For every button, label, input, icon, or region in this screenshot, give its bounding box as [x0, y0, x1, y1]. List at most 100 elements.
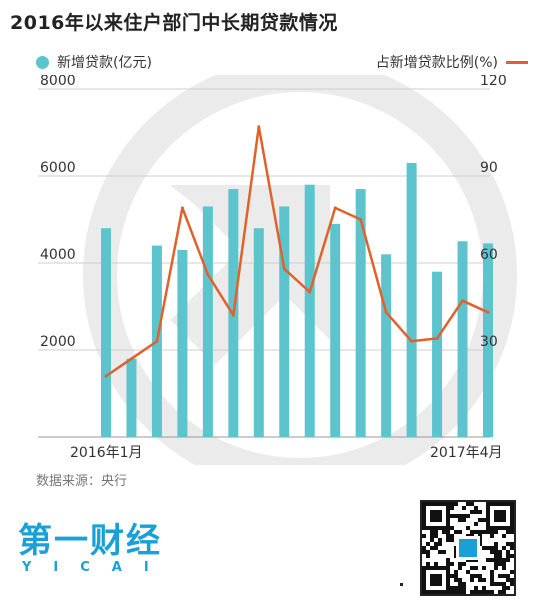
qr-module — [494, 558, 498, 562]
qr-module — [490, 590, 494, 594]
qr-module — [442, 550, 446, 554]
qr-module — [490, 546, 494, 550]
chart-title: 2016年以来住户部门中长期贷款情况 — [10, 12, 338, 34]
qr-module — [502, 582, 506, 586]
qr-module — [470, 530, 474, 534]
qr-module — [470, 510, 474, 514]
qr-module — [450, 526, 454, 530]
qr-module — [466, 514, 470, 518]
qr-module — [474, 522, 478, 526]
line-point — [486, 310, 490, 314]
qr-module — [430, 534, 434, 538]
qr-module — [458, 562, 462, 566]
qr-module — [454, 586, 458, 590]
qr-module — [450, 502, 454, 506]
yicai-logo: 第一财经 YICAI — [18, 522, 188, 582]
qr-module — [438, 550, 442, 554]
qr-module — [494, 550, 498, 554]
qr-module — [446, 534, 450, 538]
bar — [330, 223, 341, 437]
qr-module — [434, 530, 438, 534]
qr-module — [462, 562, 466, 566]
bar — [457, 241, 468, 437]
qr-module — [462, 506, 466, 510]
bar — [432, 271, 443, 437]
qr-module — [474, 566, 478, 570]
y-right-tick-label: 30 — [480, 334, 498, 350]
bar — [406, 162, 417, 437]
qr-module — [498, 590, 502, 594]
qr-finder-inner — [430, 510, 442, 522]
qr-module — [502, 586, 506, 590]
qr-module — [502, 534, 506, 538]
qr-module — [474, 510, 478, 514]
qr-module — [458, 518, 462, 522]
qr-module — [474, 506, 478, 510]
qr-module — [478, 578, 482, 582]
qr-module — [462, 518, 466, 522]
qr-module — [494, 546, 498, 550]
qr-module — [426, 562, 430, 566]
qr-module — [510, 578, 514, 582]
qr-module — [446, 530, 450, 534]
qr-module — [446, 558, 450, 562]
qr-module — [502, 546, 506, 550]
bar — [279, 206, 290, 437]
qr-module — [462, 582, 466, 586]
y-left-tick-label: 8000 — [40, 75, 76, 89]
qr-module — [458, 590, 462, 594]
qr-module — [430, 538, 434, 542]
qr-module — [470, 590, 474, 594]
qr-module — [474, 574, 478, 578]
line-point — [231, 313, 235, 317]
qr-finder-inner — [430, 574, 442, 586]
qr-module — [482, 586, 486, 590]
qr-module — [450, 534, 454, 538]
qr-module — [466, 502, 470, 506]
qr-module — [494, 530, 498, 534]
qr-module — [482, 518, 486, 522]
qr-module — [506, 554, 510, 558]
qr-module — [490, 582, 494, 586]
bar — [177, 249, 188, 437]
qr-center-logo — [459, 539, 477, 557]
qr-module — [498, 554, 502, 558]
qr-module — [490, 534, 494, 538]
qr-module — [498, 582, 502, 586]
y-right-tick-label: 90 — [480, 160, 498, 176]
qr-module — [506, 578, 510, 582]
qr-module — [490, 578, 494, 582]
qr-module — [506, 530, 510, 534]
legend-bar: 新增贷款(亿元) — [36, 52, 152, 72]
qr-module — [454, 514, 458, 518]
qr-module — [474, 586, 478, 590]
qr-module — [458, 578, 462, 582]
qr-module — [438, 542, 442, 546]
qr-module — [510, 542, 514, 546]
x-start-label: 2016年1月 — [70, 445, 143, 461]
qr-module — [426, 550, 430, 554]
qr-module — [450, 586, 454, 590]
qr-module — [454, 574, 458, 578]
line-point — [155, 339, 159, 343]
qr-module — [470, 566, 474, 570]
qr-module — [494, 582, 498, 586]
qr-module — [454, 578, 458, 582]
qr-module — [466, 526, 470, 530]
qr-module — [458, 586, 462, 590]
qr-module — [478, 590, 482, 594]
qr-module — [426, 554, 430, 558]
qr-module — [434, 534, 438, 538]
qr-module — [502, 558, 506, 562]
qr-module — [462, 514, 466, 518]
watermark-ring — [83, 75, 517, 465]
bar — [253, 228, 264, 437]
qr-module — [442, 530, 446, 534]
qr-module — [458, 582, 462, 586]
y-right-tick-label: 120 — [480, 75, 507, 89]
qr-module — [450, 590, 454, 594]
qr-finder-inner — [494, 510, 506, 522]
y-left-tick-label: 4000 — [40, 247, 76, 263]
legend-bar-swatch — [36, 55, 49, 69]
line-point — [257, 125, 261, 129]
